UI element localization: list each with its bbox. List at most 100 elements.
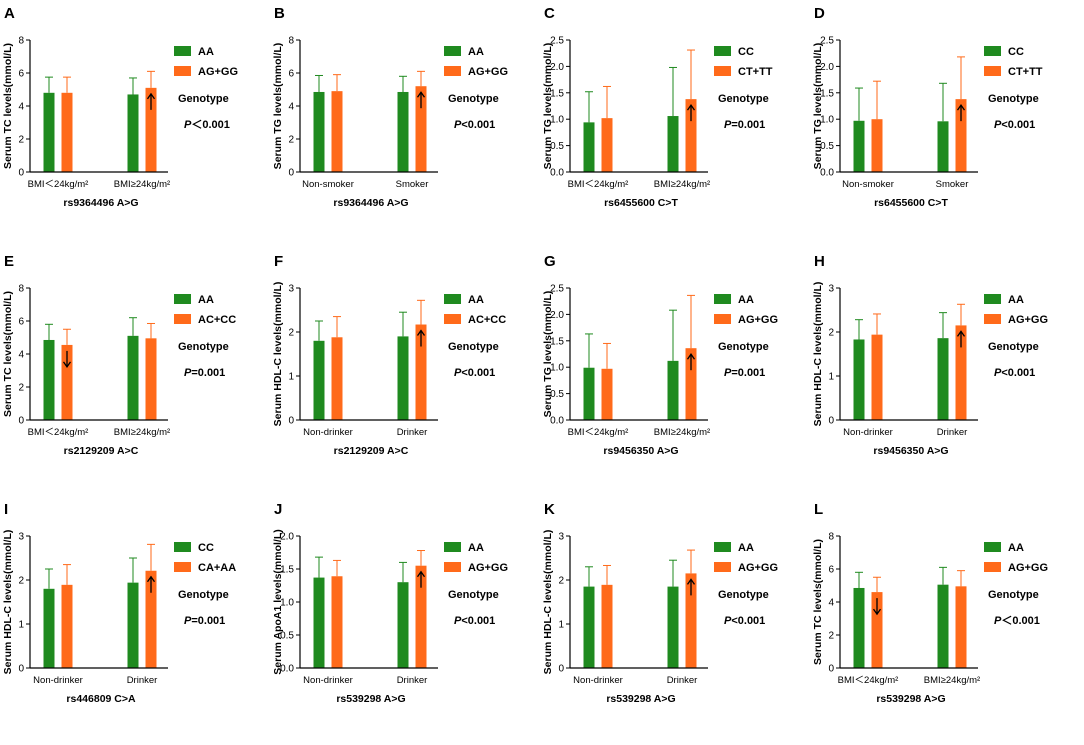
up-arrow-icon — [686, 104, 696, 122]
category-label: Drinker — [397, 675, 428, 686]
y-tick-label: 8 — [18, 36, 24, 47]
legend-title: Genotype — [988, 341, 1039, 353]
bar-aa — [313, 340, 325, 420]
y-tick-label: 0 — [18, 664, 24, 675]
bar-ct-tt — [955, 99, 967, 172]
y-tick-label: 0 — [288, 168, 294, 179]
category-label: BMI≥24kg/m² — [924, 675, 980, 686]
y-tick-label: 0.5 — [550, 389, 564, 400]
category-label: BMI＜24kg/m² — [838, 675, 899, 686]
legend-title: Genotype — [718, 589, 769, 601]
bar-aa — [127, 94, 139, 172]
legend-title: Genotype — [178, 93, 229, 105]
p-value-text: =0.001 — [191, 615, 225, 627]
y-tick-label: 8 — [18, 284, 24, 295]
legend-entry: CT+TT — [1008, 66, 1043, 78]
category-label: BMI≥24kg/m² — [654, 179, 710, 190]
category-label: Smoker — [396, 179, 429, 190]
y-axis-label: Serum HDL-C levels(mmol/L) — [272, 282, 284, 427]
panel-letter: C — [544, 5, 555, 22]
legend-entry: AA — [738, 542, 754, 554]
y-tick-label: 0 — [288, 416, 294, 427]
bar-ct-tt — [871, 119, 883, 172]
bar-cc — [937, 121, 949, 172]
y-tick-label: 3 — [828, 284, 834, 295]
legend-entry: AG+GG — [468, 66, 508, 78]
bar-aa — [853, 587, 865, 668]
bar-aa — [313, 91, 325, 172]
bar-cc — [667, 116, 679, 172]
p-value: P<0.001 — [994, 119, 1035, 131]
y-tick-label: 2 — [288, 135, 294, 146]
bar-aa — [397, 336, 409, 420]
y-axis-label: Serum HDL-C levels(mmol/L) — [2, 530, 14, 675]
p-value-text: ＜0.001 — [1001, 615, 1040, 627]
legend-title: Genotype — [718, 341, 769, 353]
y-tick-label: 0.5 — [280, 631, 294, 642]
up-arrow-icon — [416, 570, 426, 588]
legend-title: Genotype — [448, 341, 499, 353]
legend-title: Genotype — [988, 93, 1039, 105]
bar-ac-cc — [331, 337, 343, 420]
bar-ag-gg — [685, 348, 697, 420]
x-axis-label: rs539298 A>G — [606, 693, 675, 705]
legend-title: Genotype — [178, 589, 229, 601]
p-label: P — [454, 119, 462, 131]
y-tick-label: 2 — [828, 328, 834, 339]
category-label: Drinker — [667, 675, 698, 686]
bar-ag-gg — [601, 584, 613, 668]
y-tick-label: 2 — [288, 328, 294, 339]
y-tick-label: 0 — [828, 664, 834, 675]
bar-cc — [583, 122, 595, 172]
y-tick-label: 4 — [18, 102, 24, 113]
legend-entry: AG+GG — [1008, 314, 1048, 326]
legend-entry: CC — [198, 542, 214, 554]
legend-swatch — [984, 542, 1001, 552]
category-label: BMI＜24kg/m² — [28, 427, 89, 438]
p-label: P — [724, 367, 732, 379]
y-tick-label: 2 — [18, 135, 24, 146]
up-arrow-icon — [146, 575, 156, 593]
y-tick-label: 3 — [288, 284, 294, 295]
x-axis-label: rs2129209 A>C — [334, 445, 409, 457]
panel-letter: H — [814, 253, 825, 270]
y-tick-label: 6 — [18, 69, 24, 80]
up-arrow-icon — [146, 92, 156, 110]
p-value-text: <0.001 — [1001, 367, 1035, 379]
p-value-text: ＜0.001 — [191, 119, 230, 131]
y-tick-label: 1.5 — [820, 88, 834, 99]
legend-swatch — [984, 314, 1001, 324]
category-label: Non-smoker — [302, 179, 354, 190]
legend-swatch — [984, 66, 1001, 76]
y-tick-label: 2.0 — [820, 62, 834, 73]
legend-swatch — [714, 562, 731, 572]
panel-letter: J — [274, 501, 282, 518]
bar-aa — [937, 584, 949, 668]
legend-title: Genotype — [988, 589, 1039, 601]
p-value: P<0.001 — [454, 367, 495, 379]
legend-swatch — [984, 562, 1001, 572]
p-value: P=0.001 — [184, 367, 225, 379]
y-axis-label: Serum TG levels(mmol/L) — [812, 43, 824, 170]
legend-entry: AC+CC — [198, 314, 236, 326]
panel-H: H 0 1 2 3 Serum HDL-C levels(mmol/L) Non-drink… — [812, 253, 1048, 457]
bar-aa — [667, 360, 679, 420]
panel-letter: E — [4, 253, 14, 270]
p-label: P — [184, 615, 192, 627]
y-tick-label: 1 — [558, 620, 564, 631]
y-axis-label: Serum ApoA1 levels(mmol/L) — [272, 529, 284, 674]
bar-aa — [397, 91, 409, 172]
y-tick-label: 0 — [828, 416, 834, 427]
legend-entry: AA — [198, 46, 214, 58]
legend-entry: AA — [468, 46, 484, 58]
bar-aa — [43, 339, 55, 420]
legend-entry: AA — [468, 542, 484, 554]
x-axis-label: rs9364496 A>G — [63, 197, 138, 209]
y-tick-label: 6 — [18, 317, 24, 328]
y-tick-label: 1 — [18, 620, 24, 631]
bar-ca-aa — [145, 570, 157, 668]
panel-letter: F — [274, 253, 283, 270]
bar-ag-gg — [955, 325, 967, 420]
